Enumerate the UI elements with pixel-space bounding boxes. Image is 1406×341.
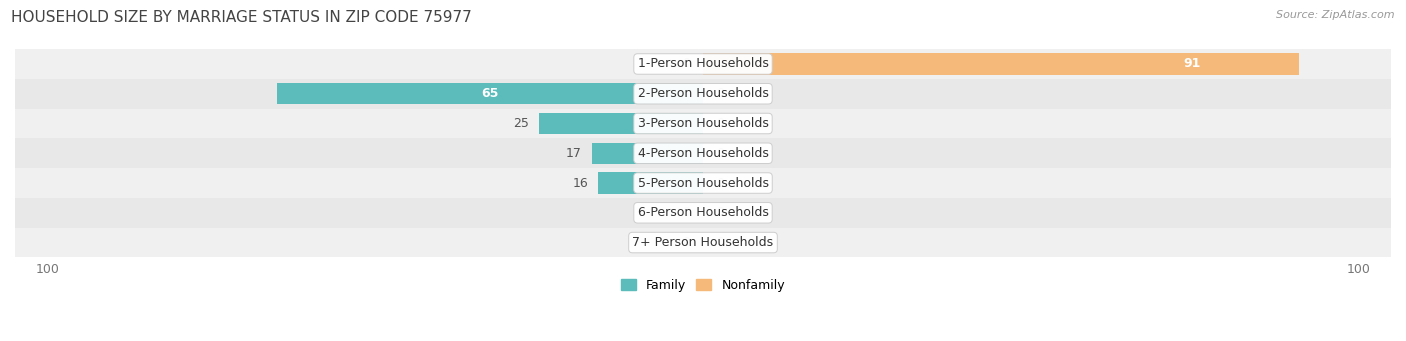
Text: 0: 0	[716, 117, 724, 130]
Text: 0: 0	[682, 58, 690, 71]
Text: 0: 0	[716, 177, 724, 190]
Bar	[703, 53, 1299, 75]
Text: 91: 91	[1184, 58, 1201, 71]
Text: 25: 25	[513, 117, 530, 130]
Text: 3-Person Households: 3-Person Households	[637, 117, 769, 130]
Text: 0: 0	[682, 206, 690, 219]
Bar	[15, 228, 1391, 257]
Text: 7+ Person Households: 7+ Person Households	[633, 236, 773, 249]
Text: 17: 17	[565, 147, 582, 160]
Text: 0: 0	[716, 147, 724, 160]
Bar	[15, 109, 1391, 138]
Text: 0: 0	[716, 236, 724, 249]
Text: 2-Person Households: 2-Person Households	[637, 87, 769, 100]
Text: 0: 0	[716, 87, 724, 100]
Text: 1-Person Households: 1-Person Households	[637, 58, 769, 71]
Text: 65: 65	[481, 87, 499, 100]
Text: 5-Person Households: 5-Person Households	[637, 177, 769, 190]
Bar	[15, 168, 1391, 198]
Text: 16: 16	[572, 177, 588, 190]
Text: 0: 0	[682, 236, 690, 249]
Bar	[15, 198, 1391, 228]
Text: 0: 0	[716, 206, 724, 219]
Legend: Family, Nonfamily: Family, Nonfamily	[616, 274, 790, 297]
Bar	[15, 138, 1391, 168]
Text: Source: ZipAtlas.com: Source: ZipAtlas.com	[1277, 10, 1395, 20]
Text: 4-Person Households: 4-Person Households	[637, 147, 769, 160]
Bar	[277, 83, 703, 104]
Bar	[598, 172, 703, 194]
Bar	[538, 113, 703, 134]
Text: 6-Person Households: 6-Person Households	[637, 206, 769, 219]
Bar	[15, 49, 1391, 79]
Bar	[15, 79, 1391, 109]
Bar	[592, 143, 703, 164]
Text: HOUSEHOLD SIZE BY MARRIAGE STATUS IN ZIP CODE 75977: HOUSEHOLD SIZE BY MARRIAGE STATUS IN ZIP…	[11, 10, 472, 25]
